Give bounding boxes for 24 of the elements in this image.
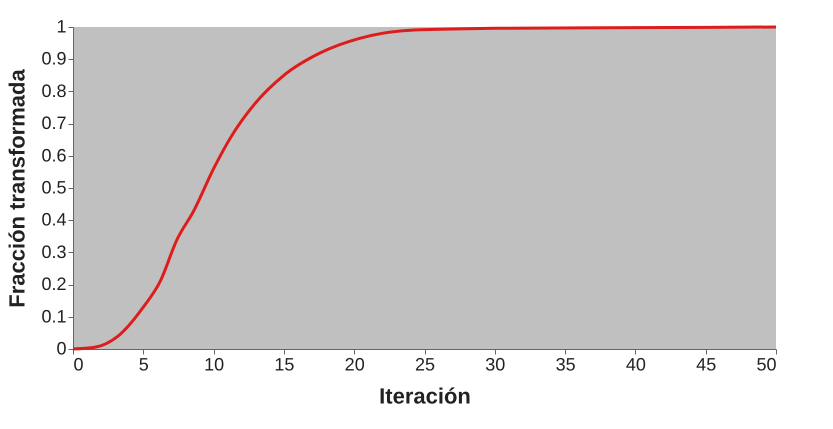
x-tick-label: 35 xyxy=(556,354,576,374)
x-axis-title: Iteración xyxy=(379,384,471,408)
y-axis-title: Fracción transformada xyxy=(4,68,30,308)
x-tick-label: 20 xyxy=(344,354,365,374)
x-tick-label: 10 xyxy=(204,354,224,374)
y-tick-label: 0.7 xyxy=(41,113,66,134)
y-tick-label: 0.6 xyxy=(41,145,66,166)
y-tick-label: 0.8 xyxy=(41,80,66,101)
y-tick-label: 0.9 xyxy=(41,48,66,69)
x-tick-label: 15 xyxy=(274,354,294,374)
y-tick-label: 0.4 xyxy=(41,210,66,230)
y-tick-label: 1 xyxy=(56,16,66,36)
y-tick-label: 0 xyxy=(56,338,66,358)
x-tick-label: 45 xyxy=(696,354,716,374)
x-tick-label: 50 xyxy=(756,354,776,374)
x-tick-label: 25 xyxy=(414,354,436,374)
y-tick-label: 0.5 xyxy=(41,178,66,198)
y-tick-label: 0.2 xyxy=(41,274,66,294)
x-tick-label: 40 xyxy=(626,354,646,374)
x-tick-label: 5 xyxy=(138,354,149,374)
y-tick-label: 0.3 xyxy=(41,242,66,262)
x-tick-label: 30 xyxy=(485,354,506,374)
y-tick-label: 0.1 xyxy=(41,306,66,326)
x-tick-label: 0 xyxy=(74,354,84,374)
